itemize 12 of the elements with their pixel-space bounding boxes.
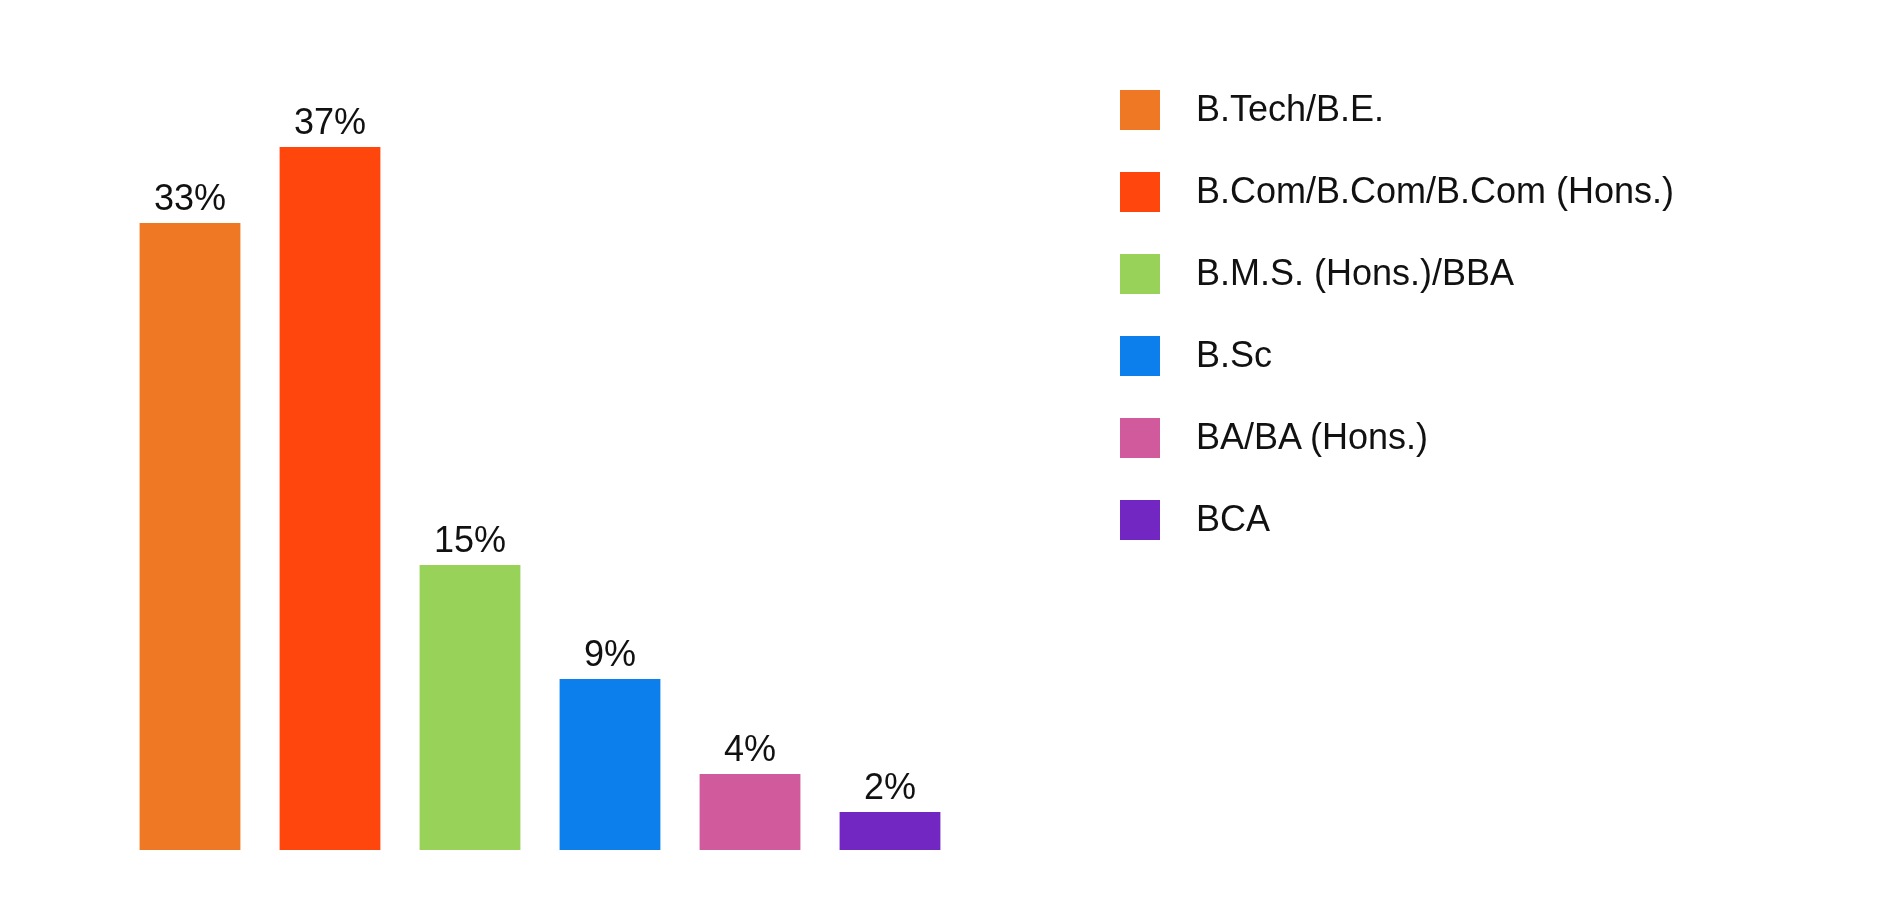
legend-label: B.M.S. (Hons.)/BBA bbox=[1196, 252, 1515, 293]
data-label: 9% bbox=[583, 633, 637, 674]
data-label: 4% bbox=[723, 728, 777, 769]
legend-label: B.Tech/B.E. bbox=[1196, 88, 1385, 129]
data-label: 37% bbox=[293, 101, 367, 142]
data-label: 33% bbox=[153, 177, 227, 218]
legend-label: B.Com/B.Com/B.Com (Hons.) bbox=[1196, 170, 1675, 211]
data-label: 15% bbox=[433, 519, 507, 560]
legend-label: B.Sc bbox=[1196, 334, 1273, 375]
legend-label: BA/BA (Hons.) bbox=[1196, 416, 1429, 457]
legend-label: BCA bbox=[1196, 498, 1271, 539]
data-label: 2% bbox=[863, 766, 917, 807]
